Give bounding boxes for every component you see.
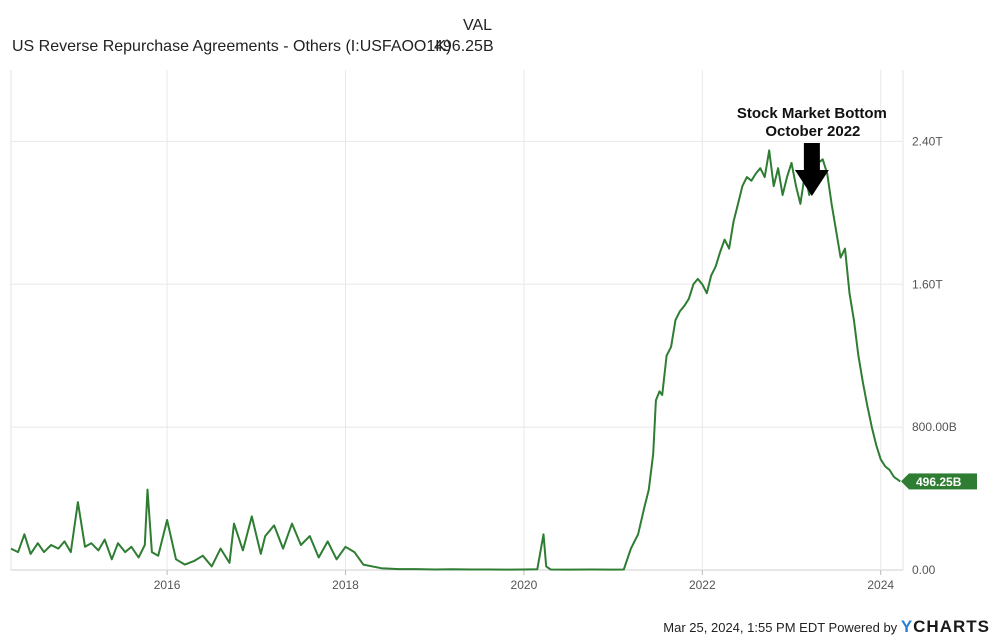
last-value-label: 496.25B: [916, 475, 962, 489]
legend-series-value: 496.25B: [434, 38, 494, 55]
x-tick-label: 2024: [867, 578, 894, 592]
y-tick-label: 800.00B: [912, 420, 957, 434]
footer: Mar 25, 2024, 1:55 PM EDT Powered by YCH…: [663, 617, 990, 637]
series: [10, 149, 901, 571]
series-line: [10, 149, 901, 571]
down-arrow-icon: [794, 143, 829, 196]
ycharts-logo[interactable]: YCHARTS: [901, 617, 990, 636]
ycharts-logo-y: Y: [900, 617, 914, 636]
last-value-badge: [909, 473, 977, 490]
last-value-pointer: [901, 473, 909, 490]
y-tick-label: 1.60T: [912, 277, 943, 291]
annotation-line1: Stock Market Bottom: [737, 105, 887, 122]
ycharts-logo-text: CHARTS: [913, 617, 990, 636]
grid: [10, 70, 904, 571]
annotation-line2: October 2022: [765, 123, 860, 140]
legend-header: VAL: [463, 17, 493, 34]
axes: 0.00 800.00B 1.60T 2.40T 2016 2018 2020 2022 202…: [154, 134, 957, 592]
x-tick-label: 2018: [332, 578, 359, 592]
legend-series-label: US Reverse Repurchase Agreements - Other…: [12, 38, 452, 55]
x-tick-label: 2022: [689, 578, 716, 592]
x-tick-label: 2016: [154, 578, 181, 592]
footer-timestamp: Mar 25, 2024, 1:55 PM EDT Powered by: [663, 620, 898, 635]
y-tick-label: 0.00: [912, 563, 936, 577]
y-tick-label: 2.40T: [912, 134, 943, 148]
x-tick-label: 2020: [511, 578, 538, 592]
